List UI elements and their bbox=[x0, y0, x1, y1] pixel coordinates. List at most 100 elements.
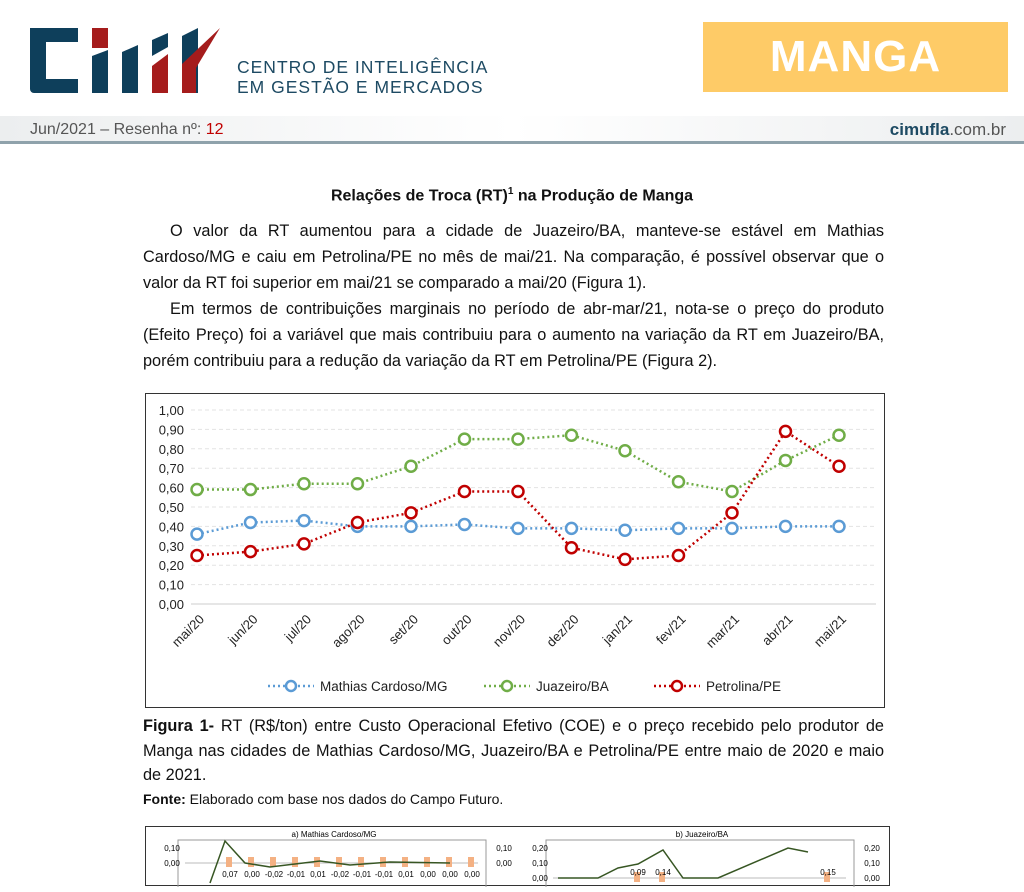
x-tick-label: nov/20 bbox=[490, 612, 528, 650]
issue-prefix: Jun/2021 – Resenha nº: bbox=[30, 121, 206, 138]
bar bbox=[336, 857, 342, 867]
figure-2-panels: a) Mathias Cardoso/MG 0,10 0,00 0,10 0,00 0,0… bbox=[164, 830, 931, 891]
panel-title: a) Mathias Cardoso/MG bbox=[292, 830, 377, 839]
bar-value-label: 0,00 bbox=[244, 870, 260, 879]
figure-2-chart: a) Mathias Cardoso/MG 0,10 0,00 0,10 0,00 0,0… bbox=[145, 826, 931, 891]
data-point bbox=[618, 443, 632, 458]
data-point bbox=[832, 459, 846, 474]
right-tick: 0,00 bbox=[864, 874, 880, 883]
data-point bbox=[404, 519, 418, 534]
caption-text: RT (R$/ton) entre Custo Operacional Efet… bbox=[143, 717, 884, 784]
y-tick-label: 0,50 bbox=[159, 500, 184, 515]
data-point bbox=[671, 475, 686, 489]
data-point bbox=[832, 519, 846, 534]
data-point bbox=[404, 506, 418, 520]
bar bbox=[468, 857, 474, 867]
left-tick: 0,00 bbox=[532, 874, 548, 883]
bar-value-label: 0,01 bbox=[310, 870, 326, 879]
article-title: Relações de Troca (RT)1 na Produção de M… bbox=[0, 186, 1024, 205]
source-text: Elaborado com base nos dados do Campo Fu… bbox=[185, 791, 504, 807]
legend-marker bbox=[670, 679, 684, 693]
bar bbox=[659, 872, 665, 882]
data-point bbox=[243, 482, 258, 497]
bar-value-label: 0,09 bbox=[630, 868, 646, 877]
site-link[interactable]: cimufla.com.br bbox=[890, 120, 1006, 140]
data-point bbox=[778, 519, 793, 534]
x-tick-label: ago/20 bbox=[329, 612, 368, 651]
data-point bbox=[350, 515, 365, 530]
legend-label: Mathias Cardoso/MG bbox=[320, 679, 448, 694]
data-point bbox=[671, 548, 686, 563]
data-point bbox=[190, 548, 204, 563]
panel-frame bbox=[545, 839, 855, 891]
right-tick: 0,20 bbox=[864, 844, 880, 853]
left-tick: 0,10 bbox=[532, 859, 548, 868]
x-tick-label: out/20 bbox=[438, 612, 474, 648]
data-point bbox=[778, 424, 793, 439]
bar-value-label: 0,00 bbox=[442, 870, 458, 879]
data-point bbox=[243, 544, 258, 559]
data-point bbox=[725, 521, 739, 536]
x-tick-label: mar/21 bbox=[703, 612, 742, 651]
line-chart: 0,00 0,10 0,20 0,30 0,40 0,50 0,60 0,70 0,80 0,90… bbox=[159, 403, 876, 694]
left-tick: 0,10 bbox=[164, 844, 180, 853]
bar bbox=[634, 872, 640, 882]
issue-band: Jun/2021 – Resenha nº: 12 cimufla.com.br bbox=[0, 116, 1024, 144]
data-point bbox=[297, 537, 311, 551]
bar bbox=[358, 857, 364, 867]
data-point bbox=[564, 540, 579, 555]
y-tick-label: 0,90 bbox=[159, 422, 184, 437]
x-tick-label: mai/20 bbox=[169, 612, 207, 650]
cim-logo bbox=[30, 28, 220, 93]
left-tick: 0,00 bbox=[164, 859, 180, 868]
bar bbox=[446, 857, 452, 867]
data-point bbox=[832, 428, 846, 442]
legend-marker bbox=[500, 679, 514, 693]
title-rest: na Produção de Manga bbox=[513, 187, 694, 205]
data-point bbox=[457, 517, 472, 532]
data-point bbox=[778, 453, 793, 468]
y-tick-label: 0,20 bbox=[159, 558, 184, 573]
x-tick-label: jul/20 bbox=[281, 612, 314, 645]
issue-number: 12 bbox=[205, 121, 224, 138]
bar-value-label: -0,02 bbox=[331, 870, 350, 879]
data-point bbox=[190, 482, 204, 497]
bar-value-label: -0,02 bbox=[265, 870, 284, 879]
bar-value-label: -0,01 bbox=[287, 870, 306, 879]
title-main: Relações de Troca (RT) bbox=[330, 187, 508, 205]
bar bbox=[270, 857, 276, 867]
data-point bbox=[190, 527, 204, 541]
bar-value-label: -0,01 bbox=[353, 870, 372, 879]
figure-source: Fonte: Elaborado com base nos dados do C… bbox=[143, 791, 503, 807]
bar bbox=[292, 857, 298, 867]
left-tick: 0,20 bbox=[532, 844, 548, 853]
trend-line bbox=[209, 839, 451, 884]
y-tick-label: 0,80 bbox=[159, 442, 184, 457]
figure-1-chart: 0,00 0,10 0,20 0,30 0,40 0,50 0,60 0,70 0,80 0,90… bbox=[145, 393, 885, 708]
org-line-1: CENTRO DE INTELIGÊNCIA bbox=[237, 57, 489, 77]
trend-line bbox=[558, 847, 809, 879]
x-tick-label: jun/20 bbox=[224, 612, 260, 648]
legend-label: Petrolina/PE bbox=[706, 679, 781, 694]
caption-label: Figura 1- bbox=[143, 717, 215, 735]
data-point bbox=[564, 521, 579, 536]
y-tick-label: 0,10 bbox=[159, 578, 184, 593]
issue-info: Jun/2021 – Resenha nº: 12 bbox=[30, 121, 224, 139]
right-tick: 0,00 bbox=[496, 859, 512, 868]
right-tick: 0,10 bbox=[496, 844, 512, 853]
org-line-2: EM GESTÃO E MERCADOS bbox=[237, 77, 484, 97]
panel-title: b) Juazeiro/BA bbox=[676, 830, 729, 839]
data-point bbox=[297, 513, 311, 528]
data-point bbox=[725, 484, 739, 499]
data-point bbox=[511, 484, 525, 499]
bar-value-label: -0,01 bbox=[375, 870, 394, 879]
bar-value-label: 0,00 bbox=[420, 870, 436, 879]
data-point bbox=[297, 476, 311, 491]
paragraph-1: O valor da RT aumentou para a cidade de … bbox=[143, 222, 884, 292]
source-label: Fonte: bbox=[143, 791, 186, 807]
product-badge: MANGA bbox=[703, 22, 1008, 92]
data-point bbox=[671, 521, 686, 536]
x-tick-label: abr/21 bbox=[759, 612, 796, 649]
x-tick-label: fev/21 bbox=[653, 612, 689, 648]
legend-label: Juazeiro/BA bbox=[536, 679, 609, 694]
